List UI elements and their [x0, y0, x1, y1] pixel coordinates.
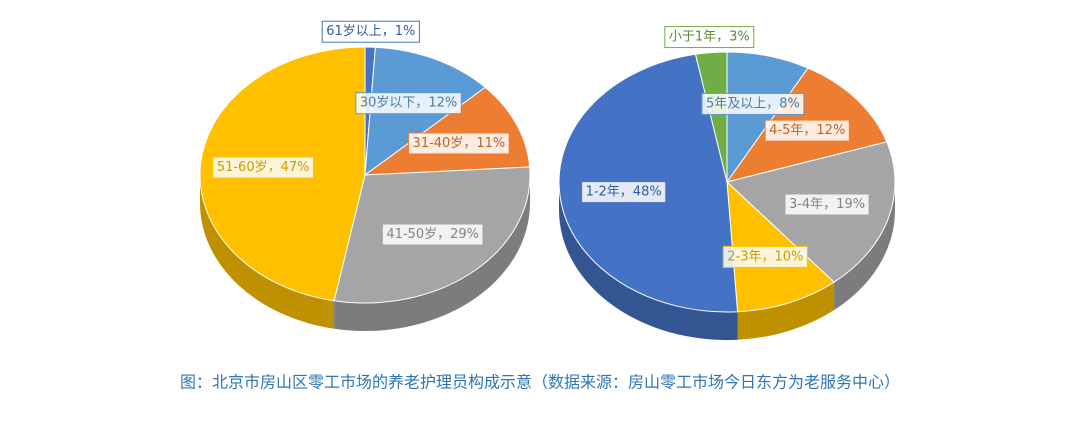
data-label: 51-60岁，47% [217, 160, 310, 175]
label-box [664, 26, 755, 49]
data-label: 31-40岁，11% [413, 136, 506, 151]
label-box [581, 181, 667, 204]
data-label: 41-50岁，29% [386, 227, 479, 242]
slice-side [200, 175, 335, 329]
label-box [408, 132, 510, 155]
label-box [381, 223, 484, 246]
data-label: 1-2年，48% [586, 185, 662, 200]
slice-side [334, 175, 530, 331]
slice [694, 51, 728, 183]
label-box [764, 119, 850, 142]
label-box [784, 193, 870, 216]
data-label: 4-5年，12% [769, 123, 845, 138]
data-label: 30岁以下，12% [360, 96, 457, 111]
slice-side [559, 182, 738, 340]
data-label: 3-4年，19% [789, 197, 865, 212]
slice-side [737, 282, 835, 340]
label-box [212, 156, 314, 179]
slice-side [834, 182, 895, 311]
data-label: 5年及以上，8% [706, 96, 800, 111]
label-box [321, 20, 420, 43]
label-box [722, 245, 808, 268]
caption: 图：北京市房山区零工市场的养老护理员构成示意（数据来源：房山零工市场今日东方为老… [180, 373, 900, 392]
label-box [701, 92, 805, 115]
data-label: 小于1年，3% [669, 30, 750, 45]
label-box [355, 92, 462, 115]
data-label: 2-3年，10% [727, 249, 803, 264]
data-label: 61岁以上，1% [326, 24, 415, 39]
